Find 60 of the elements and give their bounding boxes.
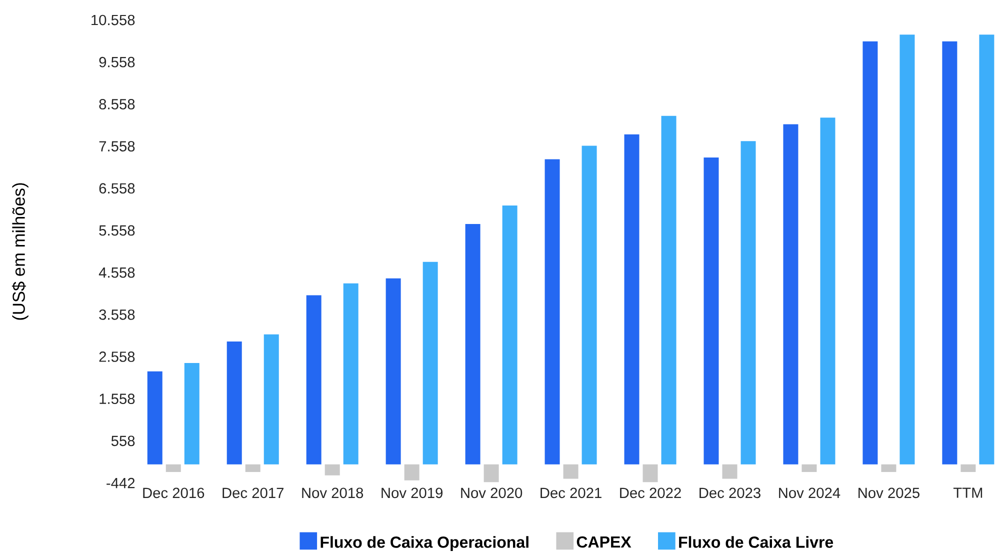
bar xyxy=(166,464,181,472)
x-tick-label: Nov 2019 xyxy=(382,488,443,498)
bar xyxy=(386,278,401,464)
y-axis-title: (US$ em milhões) xyxy=(12,183,28,320)
x-tick-label: Nov 2020 xyxy=(461,488,522,498)
bar xyxy=(544,159,560,464)
bar xyxy=(960,464,976,472)
y-tick-label: 9.558 xyxy=(99,56,135,68)
bar xyxy=(422,262,438,464)
bar xyxy=(306,295,322,464)
x-tick-label: Nov 2018 xyxy=(302,488,364,498)
bar xyxy=(465,224,480,464)
bar xyxy=(147,371,162,464)
bar xyxy=(661,116,676,464)
y-tick-label: 3.558 xyxy=(99,309,135,320)
x-tick-label: Nov 2024 xyxy=(779,488,840,498)
x-tick-label: Dec 2017 xyxy=(222,488,284,498)
bar xyxy=(484,464,499,482)
x-tick-label: Dec 2022 xyxy=(620,488,681,498)
y-tick-label: -442 xyxy=(106,478,135,488)
y-tick-label: 2.558 xyxy=(99,352,135,362)
bar xyxy=(404,464,420,480)
bar xyxy=(722,464,738,479)
x-tick-label: TTM xyxy=(953,488,982,498)
bar xyxy=(740,141,756,464)
bar xyxy=(900,34,915,464)
bar xyxy=(184,362,200,464)
legend-label: Fluxo de Caixa Livre xyxy=(679,536,834,548)
y-tick-label: 558 xyxy=(111,436,135,446)
y-tick-label: 7.558 xyxy=(99,141,135,152)
y-tick-label: 10.558 xyxy=(92,14,135,26)
bar xyxy=(343,283,358,464)
x-tick-label: Dec 2016 xyxy=(143,488,204,498)
y-tick-label: 5.558 xyxy=(99,225,135,236)
bar xyxy=(563,464,578,479)
legend-label: CAPEX xyxy=(576,536,632,548)
bar xyxy=(502,206,518,464)
x-tick-label: Dec 2021 xyxy=(540,488,602,498)
bar xyxy=(862,41,878,464)
legend-label: Fluxo de Caixa Operacional xyxy=(320,536,528,552)
bar xyxy=(942,41,958,464)
bar xyxy=(881,464,896,472)
bar xyxy=(642,464,658,482)
bar xyxy=(582,146,597,464)
y-tick-label: 6.558 xyxy=(99,183,135,194)
bar xyxy=(226,341,242,464)
x-tick-label: Dec 2023 xyxy=(700,488,760,498)
bar xyxy=(704,158,719,464)
bar xyxy=(783,124,798,464)
bar xyxy=(624,134,640,464)
bar xyxy=(264,334,279,464)
y-tick-label: 8.558 xyxy=(99,99,135,110)
y-tick-label: 1.558 xyxy=(100,394,135,404)
bar xyxy=(324,464,340,476)
bar xyxy=(979,34,994,464)
bar xyxy=(802,464,817,472)
x-tick-label: Nov 2025 xyxy=(858,488,920,498)
y-tick-label: 4.558 xyxy=(98,267,135,278)
bar xyxy=(245,464,260,472)
bar xyxy=(820,118,836,464)
